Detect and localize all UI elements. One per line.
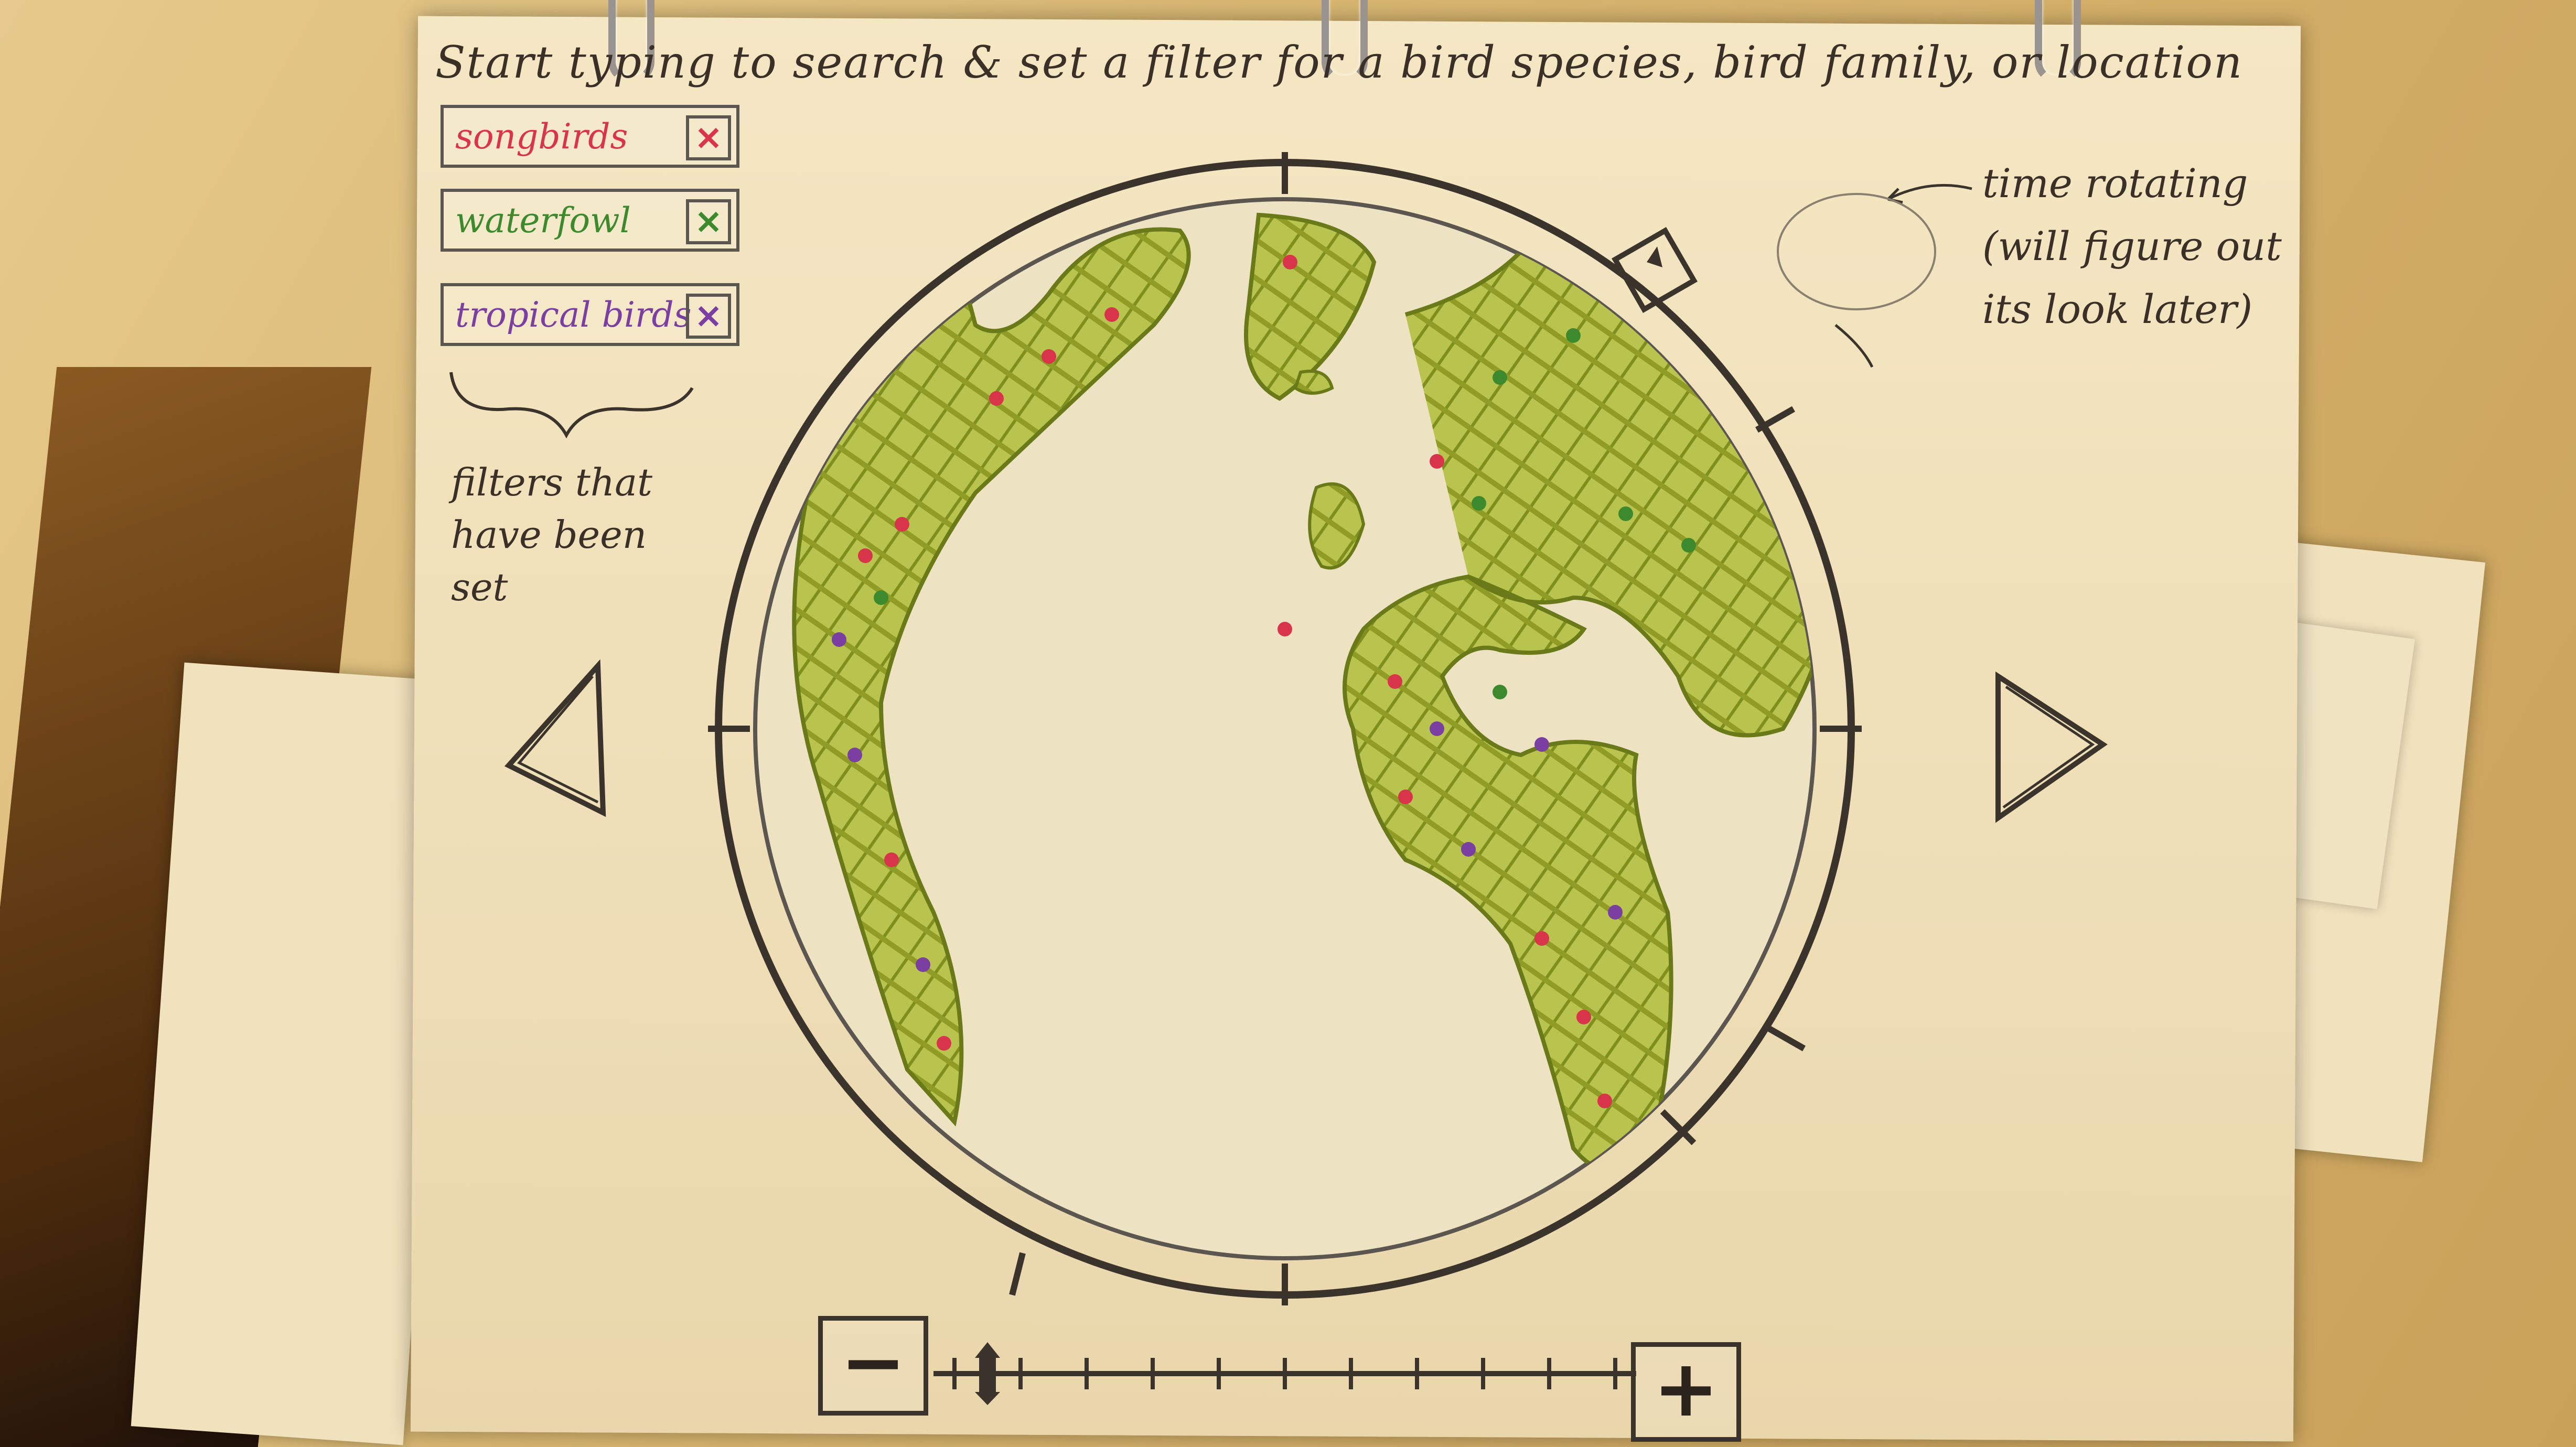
zoom-thumb[interactable]	[975, 1342, 1000, 1405]
remove-filter-button[interactable]: ×	[686, 199, 731, 244]
triangle-right-icon[interactable]	[1982, 666, 2119, 828]
time-arrow-annotation	[1777, 183, 1972, 368]
time-rotation-knob[interactable]	[1612, 227, 1698, 313]
filter-label: tropical birds	[455, 295, 692, 335]
sighting-dots	[832, 255, 1696, 1108]
time-rotating-annotation: time rotating (will figure out its look …	[1982, 160, 2282, 332]
binder-ring-3	[2035, 0, 2081, 83]
landmass-british-isles	[1308, 482, 1366, 570]
filters-annotation: filters that have been set	[451, 460, 653, 609]
zoom-thumb-handle[interactable]	[975, 1342, 1000, 1405]
zoom-out-button[interactable]: −	[818, 1316, 928, 1416]
search-instruction[interactable]: Start typing to search & set a filter fo…	[435, 37, 2244, 88]
triangle-left-icon[interactable]	[493, 655, 619, 834]
zoom-in-button[interactable]: +	[1631, 1342, 1741, 1442]
landmass-iceland	[1293, 370, 1334, 395]
zoom-slider[interactable]	[933, 1342, 1636, 1405]
landmass-americas	[792, 227, 1191, 1127]
remove-filter-button[interactable]: ×	[686, 115, 731, 160]
binder-ring-1	[608, 0, 654, 83]
filter-chip-songbirds[interactable]: songbirds ×	[441, 105, 739, 168]
filter-label: songbirds	[455, 116, 628, 157]
stray-paper-left	[131, 662, 457, 1445]
globe-map[interactable]	[682, 126, 1888, 1332]
filter-chip-tropical-birds[interactable]: tropical birds ×	[441, 283, 739, 346]
remove-filter-button[interactable]: ×	[686, 294, 731, 339]
filter-chip-waterfowl[interactable]: waterfowl ×	[441, 189, 739, 252]
brace-annotation	[449, 372, 694, 439]
landmass-greenland	[1244, 212, 1377, 401]
filter-label: waterfowl	[455, 200, 631, 241]
binder-ring-2	[1322, 0, 1368, 83]
globe-tick-marks	[708, 152, 1862, 1305]
landmass-afro-eurasia	[1343, 242, 1815, 1171]
zoom-ticks	[952, 1358, 1617, 1389]
